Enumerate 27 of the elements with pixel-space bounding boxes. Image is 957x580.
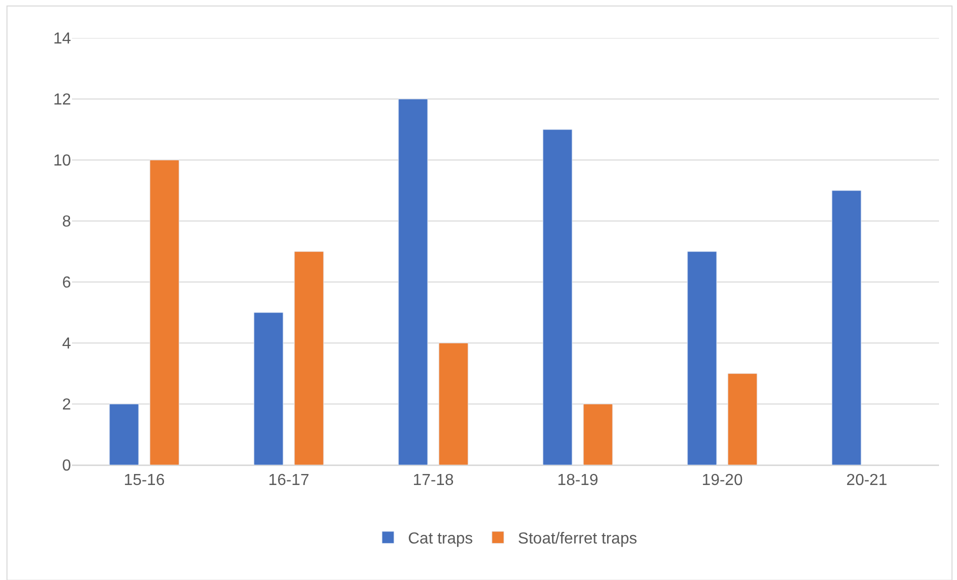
y-tick-label: 12 (53, 92, 72, 109)
legend-label: Cat traps (408, 530, 473, 548)
y-tick-label: 8 (62, 214, 72, 231)
bar (728, 373, 758, 465)
y-tick-label: 10 (53, 152, 72, 170)
x-tick-label: 19-20 (702, 472, 743, 490)
bar (542, 129, 572, 465)
legend-label: Stoat/ferret traps (518, 530, 638, 548)
y-tick-label: 14 (53, 30, 72, 48)
y-tick-label: 4 (62, 336, 72, 353)
y-tick-label: 0 (62, 458, 72, 475)
y-tick-label: 2 (62, 396, 72, 414)
bar (687, 251, 717, 465)
x-tick-label: 16-17 (268, 472, 310, 490)
bar (832, 190, 862, 465)
bar (583, 404, 613, 465)
x-tick-label: 17-18 (412, 472, 454, 490)
x-tick-label: 20-21 (846, 472, 888, 490)
bar (438, 342, 468, 465)
bar (254, 312, 284, 465)
x-tick-label: 15-16 (124, 472, 165, 490)
bar (294, 251, 324, 465)
y-tick-label: 6 (62, 274, 72, 292)
x-tick-label: 18-19 (557, 472, 598, 490)
bar (150, 160, 180, 465)
bar (109, 404, 139, 465)
bar (398, 98, 428, 465)
